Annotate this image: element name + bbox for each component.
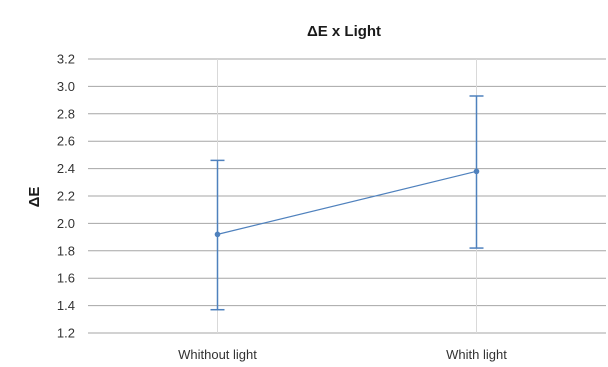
y-tick-labels: 1.2 1.4 1.6 1.8 2.0 2.2 2.4 2.6 2.8 3.0 3.2	[57, 52, 75, 341]
y-tick-label: 1.2	[57, 326, 75, 341]
data-point	[473, 168, 480, 175]
data-series	[210, 95, 484, 311]
chart-title: ΔE x Light	[307, 23, 381, 40]
series-line	[217, 170, 477, 235]
grid-lines	[88, 58, 606, 334]
y-tick-label: 2.0	[57, 216, 75, 231]
y-tick-label: 2.4	[57, 161, 75, 176]
y-tick-label: 3.0	[57, 79, 75, 94]
y-tick-label: 2.2	[57, 189, 75, 204]
x-tick-label: Whithout light	[178, 347, 257, 362]
x-tick-label: Whith light	[446, 347, 507, 362]
x-tick-labels: Whithout light Whith light	[178, 347, 507, 362]
y-tick-label: 1.8	[57, 243, 75, 258]
data-point	[214, 231, 221, 238]
y-tick-label: 1.6	[57, 271, 75, 286]
y-tick-label: 3.2	[57, 52, 75, 67]
y-tick-label: 2.6	[57, 134, 75, 149]
y-tick-label: 1.4	[57, 298, 75, 313]
y-tick-label: 2.8	[57, 106, 75, 121]
y-axis-label: ΔE	[26, 187, 43, 208]
